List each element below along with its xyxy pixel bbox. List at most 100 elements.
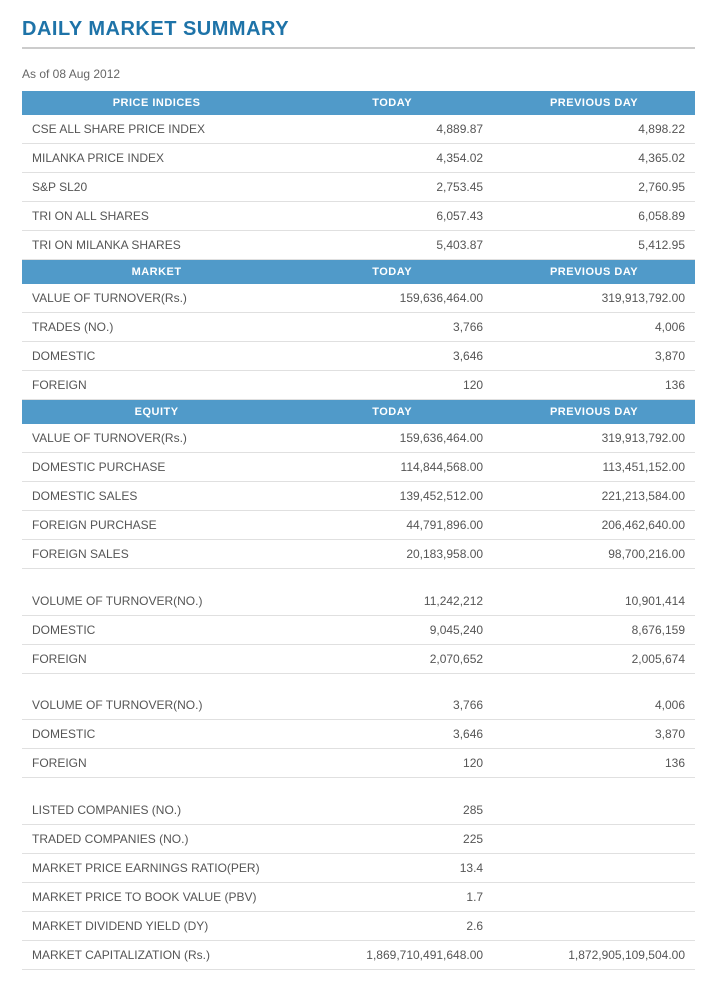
table-row: VALUE OF TURNOVER(Rs.)159,636,464.00319,… [22,424,695,453]
table-row: TRADES (NO.)3,7664,006 [22,313,695,342]
row-label: VOLUME OF TURNOVER(NO.) [22,587,291,616]
row-previous-value: 136 [493,371,695,400]
row-label: DOMESTIC [22,615,291,644]
row-today-value: 3,766 [291,691,493,720]
row-previous-value: 221,213,584.00 [493,482,695,511]
table-row: TRI ON MILANKA SHARES5,403.875,412.95 [22,231,695,260]
row-previous-value: 113,451,152.00 [493,453,695,482]
row-label: CSE ALL SHARE PRICE INDEX [22,115,291,144]
row-today-value: 13.4 [291,853,493,882]
section-header-previous: PREVIOUS DAY [493,260,695,284]
table-row: FOREIGN PURCHASE44,791,896.00206,462,640… [22,511,695,540]
row-today-value: 3,646 [291,342,493,371]
table-row: TRADED COMPANIES (NO.)225 [22,824,695,853]
table-row: FOREIGN120136 [22,749,695,778]
row-previous-value [493,853,695,882]
section-table: MARKETTODAYPREVIOUS DAYVALUE OF TURNOVER… [22,260,695,400]
table-row: MARKET PRICE TO BOOK VALUE (PBV)1.7 [22,882,695,911]
section-header-row: MARKETTODAYPREVIOUS DAY [22,260,695,284]
row-today-value: 114,844,568.00 [291,453,493,482]
section-header-today: TODAY [291,91,493,115]
table-row: LISTED COMPANIES (NO.)285 [22,796,695,825]
section-header-previous: PREVIOUS DAY [493,91,695,115]
row-previous-value: 136 [493,749,695,778]
summary-tables: PRICE INDICESTODAYPREVIOUS DAYCSE ALL SH… [22,91,695,970]
table-row: VOLUME OF TURNOVER(NO.)3,7664,006 [22,691,695,720]
row-today-value: 44,791,896.00 [291,511,493,540]
row-label: TRADES (NO.) [22,313,291,342]
section-header-label: EQUITY [22,400,291,424]
row-label: FOREIGN SALES [22,540,291,569]
row-previous-value [493,911,695,940]
row-label: DOMESTIC PURCHASE [22,453,291,482]
row-label: MARKET DIVIDEND YIELD (DY) [22,911,291,940]
row-label: TRI ON MILANKA SHARES [22,231,291,260]
table-row: DOMESTIC3,6463,870 [22,342,695,371]
row-label: FOREIGN [22,644,291,673]
section-gap-row [22,778,695,796]
row-today-value: 120 [291,371,493,400]
row-label: FOREIGN [22,749,291,778]
row-label: DOMESTIC SALES [22,482,291,511]
section-header-label: MARKET [22,260,291,284]
row-today-value: 3,766 [291,313,493,342]
row-previous-value [493,882,695,911]
row-previous-value: 3,870 [493,342,695,371]
table-row: CSE ALL SHARE PRICE INDEX4,889.874,898.2… [22,115,695,144]
row-label: FOREIGN [22,371,291,400]
row-today-value: 285 [291,796,493,825]
row-today-value: 1,869,710,491,648.00 [291,940,493,969]
row-previous-value: 2,005,674 [493,644,695,673]
row-label: MARKET PRICE TO BOOK VALUE (PBV) [22,882,291,911]
section-gap-cell [22,569,695,587]
row-today-value: 159,636,464.00 [291,424,493,453]
row-previous-value: 2,760.95 [493,173,695,202]
table-row: TRI ON ALL SHARES6,057.436,058.89 [22,202,695,231]
table-row: DOMESTIC PURCHASE114,844,568.00113,451,1… [22,453,695,482]
row-previous-value [493,824,695,853]
section-header-row: EQUITYTODAYPREVIOUS DAY [22,400,695,424]
page-title: DAILY MARKET SUMMARY [22,18,695,49]
table-row: DOMESTIC9,045,2408,676,159 [22,615,695,644]
row-today-value: 2.6 [291,911,493,940]
row-label: MILANKA PRICE INDEX [22,144,291,173]
table-row: MARKET DIVIDEND YIELD (DY)2.6 [22,911,695,940]
table-row: VALUE OF TURNOVER(Rs.)159,636,464.00319,… [22,284,695,313]
row-previous-value: 4,006 [493,313,695,342]
row-label: VALUE OF TURNOVER(Rs.) [22,284,291,313]
row-today-value: 159,636,464.00 [291,284,493,313]
row-label: VOLUME OF TURNOVER(NO.) [22,691,291,720]
row-today-value: 2,070,652 [291,644,493,673]
row-label: TRADED COMPANIES (NO.) [22,824,291,853]
row-today-value: 3,646 [291,720,493,749]
row-today-value: 5,403.87 [291,231,493,260]
row-label: MARKET CAPITALIZATION (Rs.) [22,940,291,969]
row-today-value: 120 [291,749,493,778]
row-previous-value [493,796,695,825]
table-row: MARKET CAPITALIZATION (Rs.)1,869,710,491… [22,940,695,969]
row-today-value: 225 [291,824,493,853]
table-row: FOREIGN120136 [22,371,695,400]
row-label: MARKET PRICE EARNINGS RATIO(PER) [22,853,291,882]
table-row: FOREIGN2,070,6522,005,674 [22,644,695,673]
section-header-previous: PREVIOUS DAY [493,400,695,424]
section-table: PRICE INDICESTODAYPREVIOUS DAYCSE ALL SH… [22,91,695,260]
table-row: S&P SL202,753.452,760.95 [22,173,695,202]
row-today-value: 4,354.02 [291,144,493,173]
row-today-value: 11,242,212 [291,587,493,616]
row-label: DOMESTIC [22,720,291,749]
row-label: LISTED COMPANIES (NO.) [22,796,291,825]
row-label: TRI ON ALL SHARES [22,202,291,231]
section-gap-cell [22,778,695,796]
table-row: FOREIGN SALES20,183,958.0098,700,216.00 [22,540,695,569]
row-today-value: 9,045,240 [291,615,493,644]
row-previous-value: 8,676,159 [493,615,695,644]
row-previous-value: 319,913,792.00 [493,284,695,313]
table-row: DOMESTIC3,6463,870 [22,720,695,749]
as-of-date: As of 08 Aug 2012 [22,67,695,81]
table-row: MILANKA PRICE INDEX4,354.024,365.02 [22,144,695,173]
table-row: MARKET PRICE EARNINGS RATIO(PER)13.4 [22,853,695,882]
row-previous-value: 6,058.89 [493,202,695,231]
row-previous-value: 5,412.95 [493,231,695,260]
row-previous-value: 4,006 [493,691,695,720]
